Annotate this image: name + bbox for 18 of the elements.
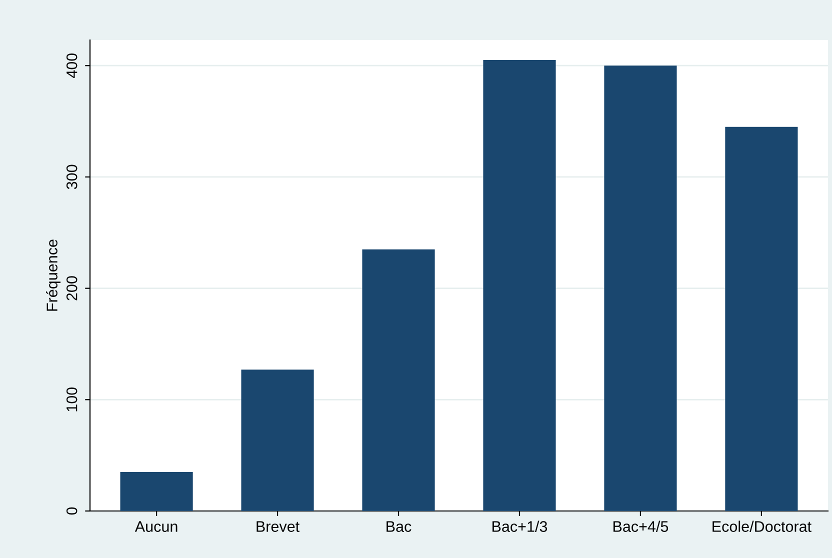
bar (241, 370, 314, 511)
y-tick-label: 200 (66, 276, 78, 300)
x-tick-label: Bac+1/3 (492, 520, 548, 532)
bar (120, 472, 193, 511)
bar (362, 249, 435, 511)
x-tick-label: Ecole/Doctorat (712, 520, 812, 532)
y-axis-title: Fréquence (46, 240, 60, 311)
x-tick-label: Brevet (256, 521, 300, 532)
bar (725, 126, 798, 511)
bar (604, 66, 677, 511)
x-tick-label: Bac+4/5 (613, 520, 668, 532)
y-tick-label: 400 (66, 53, 78, 78)
x-tick-label: Aucun (134, 521, 178, 532)
y-tick-label: 300 (66, 164, 78, 190)
x-tick-label: Bac (386, 521, 412, 532)
bar (483, 60, 556, 511)
y-tick-label: 0 (66, 507, 78, 515)
y-tick-label: 100 (66, 388, 78, 412)
